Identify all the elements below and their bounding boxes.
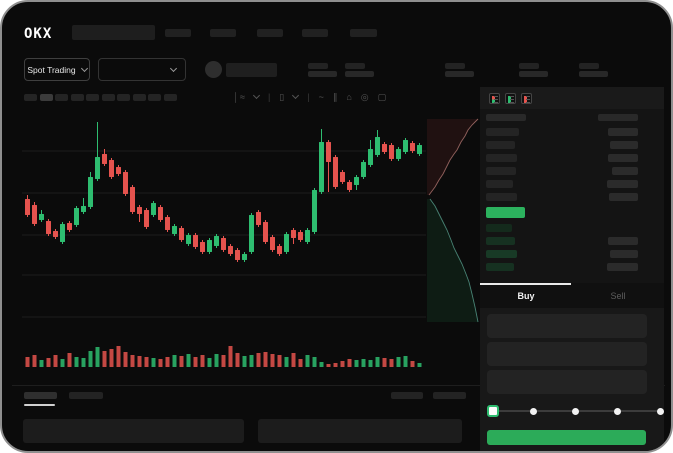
bottom-tab-placeholder[interactable]: [24, 392, 57, 399]
bottom-tab-placeholder[interactable]: [69, 392, 103, 399]
timeframe-button-placeholder[interactable]: [148, 94, 161, 101]
bid-price-placeholder[interactable]: [486, 237, 515, 245]
slider-stop[interactable]: [656, 408, 664, 415]
orderbook-both-icon[interactable]: [489, 93, 500, 104]
last-price-badge[interactable]: [486, 207, 525, 218]
pair-name-placeholder: [226, 63, 277, 77]
stat-label-placeholder: [345, 63, 365, 69]
nav-item-placeholder[interactable]: [302, 29, 328, 37]
timeframe-button-placeholder[interactable]: [132, 94, 146, 101]
bid-price-placeholder[interactable]: [486, 263, 514, 271]
stat-label-placeholder: [519, 63, 539, 69]
bottom-action-placeholder[interactable]: [433, 392, 466, 399]
ask-price-placeholder[interactable]: [486, 180, 513, 188]
nav-item-placeholder[interactable]: [350, 29, 377, 37]
ask-amount-placeholder[interactable]: [609, 193, 638, 201]
indicators-icon[interactable]: ≈: [240, 92, 245, 102]
timeframe-button-placeholder[interactable]: [24, 94, 37, 101]
chevron-down-icon: [80, 64, 88, 72]
timeframe-button-placeholder[interactable]: [70, 94, 84, 101]
market-type-dropdown[interactable]: Spot Trading: [24, 58, 90, 81]
stat-value-placeholder: [519, 71, 548, 77]
timeframe-button-placeholder[interactable]: [39, 94, 53, 101]
bid-amount-placeholder[interactable]: [607, 263, 638, 271]
stat-label-placeholder: [445, 63, 465, 69]
timeframe-button-placeholder[interactable]: [101, 94, 115, 101]
ask-price-placeholder[interactable]: [486, 193, 517, 201]
timeframe-button-placeholder[interactable]: [163, 94, 177, 101]
nav-search-placeholder[interactable]: [72, 25, 155, 40]
slider-stop[interactable]: [614, 408, 622, 415]
order-input-field[interactable]: [487, 314, 647, 338]
nav-item-placeholder[interactable]: [257, 29, 283, 37]
ask-amount-placeholder[interactable]: [608, 154, 638, 162]
bottom-divider: [12, 385, 665, 386]
nav-item-placeholder[interactable]: [165, 29, 191, 37]
ask-price-placeholder[interactable]: [486, 141, 515, 149]
stat-value-placeholder: [345, 71, 374, 77]
submit-buy-button[interactable]: [487, 430, 646, 445]
line-tool-icon[interactable]: ~: [318, 92, 324, 102]
candle-type-icon[interactable]: ▯: [279, 92, 285, 102]
chart-tools: ≈ | ▯ | ~ ∥ ⌂ ◎ ▢: [240, 91, 387, 103]
chevron-down-icon[interactable]: [252, 91, 260, 103]
fullscreen-icon[interactable]: ▢: [377, 92, 387, 102]
order-input-field[interactable]: [487, 342, 647, 366]
active-bottom-tab-indicator: [24, 404, 55, 406]
amount-slider-handle[interactable]: [487, 405, 499, 417]
pair-selector-dropdown[interactable]: [98, 58, 186, 81]
ask-amount-placeholder[interactable]: [607, 180, 638, 188]
bottom-panel-placeholder: [23, 419, 244, 443]
orderbook-bids-icon[interactable]: [505, 93, 516, 104]
stat-label-placeholder: [579, 63, 599, 69]
divider: |: [267, 92, 271, 102]
ask-price-placeholder[interactable]: [486, 128, 519, 136]
ask-price-placeholder[interactable]: [486, 154, 517, 162]
pair-coin-icon: [205, 61, 222, 78]
compare-icon[interactable]: ∥: [332, 92, 338, 102]
ask-amount-placeholder[interactable]: [610, 141, 638, 149]
ask-amount-placeholder[interactable]: [612, 167, 638, 175]
bid-price-placeholder[interactable]: [486, 250, 517, 258]
slider-stop[interactable]: [529, 408, 537, 415]
camera-icon[interactable]: ⌂: [346, 92, 352, 102]
nav-item-placeholder[interactable]: [210, 29, 236, 37]
bid-price-placeholder[interactable]: [486, 224, 512, 232]
orderbook-view-icons: [489, 93, 532, 104]
depth-chart[interactable]: [427, 112, 480, 324]
orderbook-header-price-placeholder: [486, 114, 526, 121]
slider-stop[interactable]: [572, 408, 579, 415]
orderbook-header-amount-placeholder: [598, 114, 638, 121]
bottom-panel-placeholder: [258, 419, 462, 443]
timeframe-button-placeholder[interactable]: [86, 94, 99, 101]
settings-icon[interactable]: ◎: [360, 92, 369, 102]
timeframe-button-placeholder[interactable]: [117, 94, 130, 101]
toolbar-separator: [235, 92, 236, 103]
orderbook-asks-icon[interactable]: [521, 93, 532, 104]
ask-amount-placeholder[interactable]: [608, 128, 638, 136]
bottom-action-placeholder[interactable]: [391, 392, 423, 399]
stat-value-placeholder: [445, 71, 474, 77]
stat-label-placeholder: [308, 63, 328, 69]
tab-buy[interactable]: Buy: [517, 290, 535, 301]
order-input-field[interactable]: [487, 370, 647, 394]
bid-amount-placeholder[interactable]: [608, 237, 638, 245]
market-type-label: Spot Trading: [27, 64, 76, 75]
active-trade-tab-indicator: [480, 283, 571, 285]
trade-side-tabs: Buy Sell: [480, 283, 664, 308]
tab-sell[interactable]: Sell: [610, 290, 626, 301]
stat-value-placeholder: [579, 71, 608, 77]
stat-value-placeholder: [308, 71, 337, 77]
chevron-down-icon: [169, 64, 178, 72]
bid-amount-placeholder[interactable]: [610, 250, 638, 258]
ask-price-placeholder[interactable]: [486, 167, 516, 175]
candlestick-chart[interactable]: [22, 110, 426, 372]
chevron-down-icon[interactable]: [292, 91, 300, 103]
divider: |: [307, 92, 310, 102]
okx-logo: OKX: [24, 26, 53, 42]
timeframe-button-placeholder[interactable]: [55, 94, 68, 101]
